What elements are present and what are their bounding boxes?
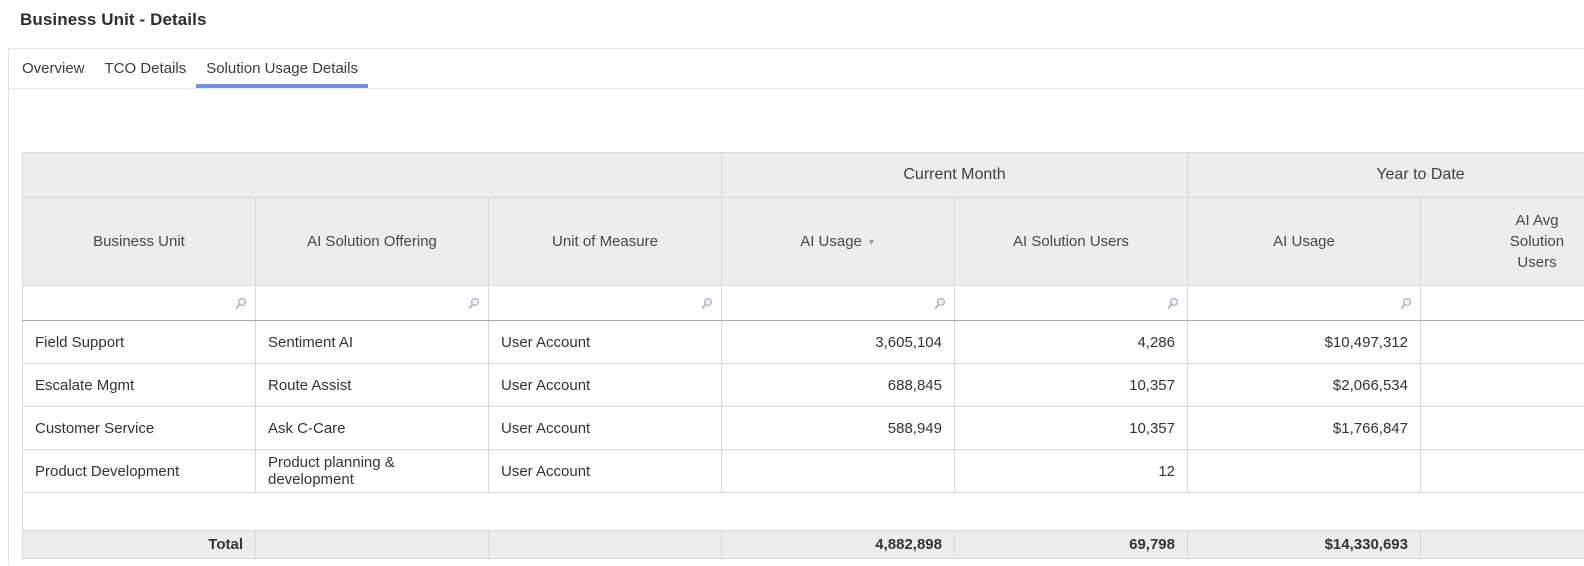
filter-input-cm-ai-solution-users[interactable]	[963, 286, 1162, 320]
search-icon	[234, 297, 247, 310]
column-header-label: AI Usage	[800, 233, 862, 250]
search-icon	[700, 297, 713, 310]
table-row[interactable]: Escalate Mgmt Route Assist User Account …	[22, 363, 1584, 407]
column-header-label: AI Avg Solution Users	[1509, 212, 1565, 271]
filter-input-cm-ai-usage[interactable]	[730, 286, 929, 320]
sort-desc-icon: ▼	[866, 237, 876, 247]
cell-ytd-ai-avg-solution-users: 4,279	[1420, 320, 1584, 364]
cell-ytd-ai-avg-solution-users: 12	[1420, 449, 1584, 493]
cell-cm-ai-solution-users: 10,357	[954, 363, 1188, 407]
filter-input-ai-solution-offering[interactable]	[264, 286, 463, 320]
cell-cm-ai-usage	[721, 449, 955, 493]
cell-cm-ai-solution-users: 12	[954, 449, 1188, 493]
total-cm-ai-solution-users: 69,798	[954, 530, 1188, 559]
total-ytd-ai-usage: $14,330,693	[1187, 530, 1421, 559]
filter-input-unit-of-measure[interactable]	[497, 286, 696, 320]
cell-business-unit: Escalate Mgmt	[22, 363, 256, 407]
filter-cell-cm-ai-usage	[721, 285, 955, 321]
column-header-cm-ai-solution-users[interactable]: AI Solution Users	[954, 197, 1188, 286]
column-header-label: AI Solution Offering	[307, 233, 437, 250]
cell-ytd-ai-usage: $1,766,847	[1187, 406, 1421, 450]
cell-ai-solution-offering: Sentiment AI	[255, 320, 489, 364]
column-header-business-unit[interactable]: Business Unit	[22, 197, 256, 286]
cell-ai-solution-offering: Product planning & development	[255, 449, 489, 493]
tab-solution-usage-details[interactable]: Solution Usage Details	[196, 49, 368, 88]
filter-cell-unit-of-measure	[488, 285, 722, 321]
cell-cm-ai-usage: 588,949	[721, 406, 955, 450]
group-header-year-to-date: Year to Date	[1187, 152, 1584, 198]
filter-row	[22, 285, 1584, 321]
column-header-label: AI Solution Users	[1013, 233, 1129, 250]
search-icon	[1166, 297, 1179, 310]
search-icon	[933, 297, 946, 310]
column-header-ytd-ai-usage[interactable]: AI Usage	[1187, 197, 1421, 286]
spacer-row	[22, 492, 1584, 531]
spacer-cell	[22, 492, 1584, 531]
column-header-label: Business Unit	[93, 233, 185, 250]
total-ytd-ai-avg-solution-users: 68,382	[1420, 530, 1584, 559]
column-header-ai-solution-offering[interactable]: AI Solution Offering	[255, 197, 489, 286]
solution-usage-table: Current Month Year to Date Business Unit…	[22, 152, 1584, 559]
cell-ytd-ai-usage	[1187, 449, 1421, 493]
column-header-label: Unit of Measure	[552, 233, 658, 250]
table-row[interactable]: Field Support Sentiment AI User Account …	[22, 320, 1584, 364]
total-cm-ai-usage: 4,882,898	[721, 530, 955, 559]
total-row: Total 4,882,898 69,798 $14,330,693 68,38…	[22, 530, 1584, 559]
cell-cm-ai-usage: 3,605,104	[721, 320, 955, 364]
cell-business-unit: Customer Service	[22, 406, 256, 450]
cell-ytd-ai-usage: $2,066,534	[1187, 363, 1421, 407]
cell-cm-ai-solution-users: 4,286	[954, 320, 1188, 364]
filter-cell-cm-ai-solution-users	[954, 285, 1188, 321]
filter-input-business-unit[interactable]	[31, 286, 230, 320]
page-title: Business Unit - Details	[20, 10, 207, 29]
cell-business-unit: Field Support	[22, 320, 256, 364]
column-header-label: AI Usage	[1273, 233, 1335, 250]
cell-ytd-ai-usage: $10,497,312	[1187, 320, 1421, 364]
search-icon	[467, 297, 480, 310]
cell-unit-of-measure: User Account	[488, 320, 722, 364]
tab-bar: Overview TCO Details Solution Usage Deta…	[9, 49, 1584, 89]
column-header-ytd-ai-avg-solution-users[interactable]: AI Avg Solution Users	[1420, 197, 1584, 286]
filter-cell-ytd-ai-avg-solution-users	[1420, 285, 1584, 321]
filter-input-ytd-ai-usage[interactable]	[1196, 286, 1395, 320]
cell-business-unit: Product Development	[22, 449, 256, 493]
tab-tco-details[interactable]: TCO Details	[104, 60, 187, 77]
column-header-row: Business Unit AI Solution Offering Unit …	[22, 197, 1584, 286]
column-header-unit-of-measure[interactable]: Unit of Measure	[488, 197, 722, 286]
cell-cm-ai-usage: 688,845	[721, 363, 955, 407]
tab-overview[interactable]: Overview	[22, 60, 85, 77]
filter-cell-business-unit	[22, 285, 256, 321]
search-icon	[1399, 297, 1412, 310]
group-header-current-month: Current Month	[721, 152, 1188, 198]
total-cell-empty	[488, 530, 722, 559]
cell-ai-solution-offering: Route Assist	[255, 363, 489, 407]
group-header-empty	[22, 152, 722, 198]
total-cell-empty	[255, 530, 489, 559]
table-row[interactable]: Product Development Product planning & d…	[22, 449, 1584, 493]
filter-cell-ai-solution-offering	[255, 285, 489, 321]
cell-ai-solution-offering: Ask C-Care	[255, 406, 489, 450]
total-label: Total	[22, 530, 256, 559]
filter-input-ytd-ai-avg-solution-users[interactable]	[1429, 286, 1584, 320]
cell-ytd-ai-avg-solution-users: 10,155	[1420, 363, 1584, 407]
column-header-cm-ai-usage[interactable]: AI Usage ▼	[721, 197, 955, 286]
cell-unit-of-measure: User Account	[488, 449, 722, 493]
table-row[interactable]: Customer Service Ask C-Care User Account…	[22, 406, 1584, 450]
filter-cell-ytd-ai-usage	[1187, 285, 1421, 321]
group-header-row: Current Month Year to Date	[22, 152, 1584, 198]
cell-ytd-ai-avg-solution-users: 10,155	[1420, 406, 1584, 450]
cell-cm-ai-solution-users: 10,357	[954, 406, 1188, 450]
cell-unit-of-measure: User Account	[488, 363, 722, 407]
cell-unit-of-measure: User Account	[488, 406, 722, 450]
